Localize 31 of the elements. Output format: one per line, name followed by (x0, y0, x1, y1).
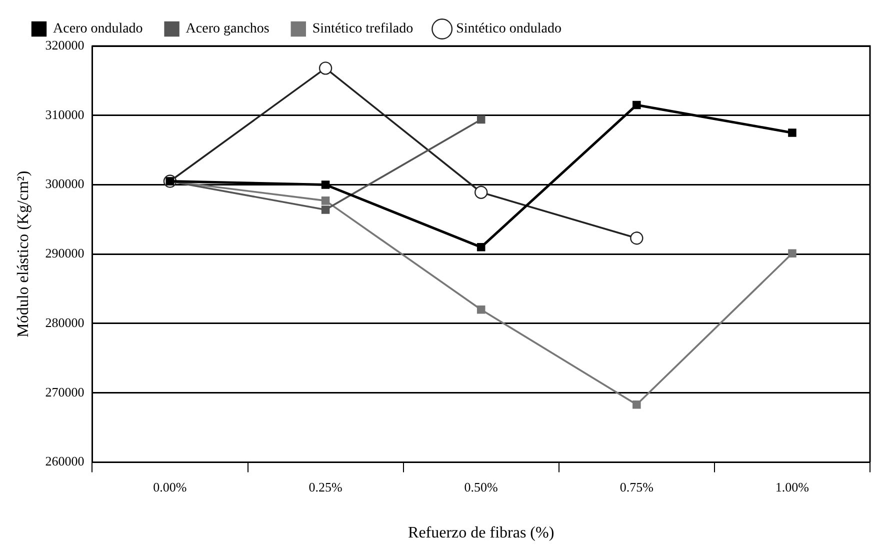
point (318, 62, 332, 75)
legend-label: Sintético ondulado (456, 22, 562, 37)
point (632, 100, 641, 110)
y-tick-label: 300000 (45, 176, 84, 192)
point (321, 180, 330, 189)
point (476, 115, 486, 124)
point (474, 186, 488, 199)
x-tick-label: 0.50% (464, 479, 498, 494)
y-tick-label: 310000 (45, 106, 84, 122)
legend-label: Sintético trefilado (312, 22, 414, 37)
x-tick-label: 0.00% (153, 479, 187, 494)
y-axis-title: Módulo elástico (Kg/cm²) (14, 170, 32, 338)
legend-label: Acero ondulado (53, 22, 143, 37)
y-tick-label: 270000 (45, 384, 84, 400)
x-tick-label: 0.25% (308, 479, 342, 494)
x-tick-label: 1.00% (775, 479, 810, 494)
point (321, 196, 330, 205)
point (476, 243, 486, 252)
point (321, 206, 330, 214)
x-axis-title: Refuerzo de fibras (%) (408, 524, 554, 542)
y-tick-label: 280000 (45, 314, 84, 330)
y-tick-label: 260000 (45, 454, 84, 469)
y-tick-label: 290000 (45, 246, 84, 261)
point (476, 305, 486, 314)
point (630, 232, 644, 245)
y-tick-label: 320000 (45, 37, 84, 52)
point (632, 400, 641, 409)
point (788, 249, 796, 258)
x-tick-label: 0.75% (620, 479, 654, 494)
legend-label: Acero ganchos (186, 22, 270, 37)
point (788, 128, 796, 137)
